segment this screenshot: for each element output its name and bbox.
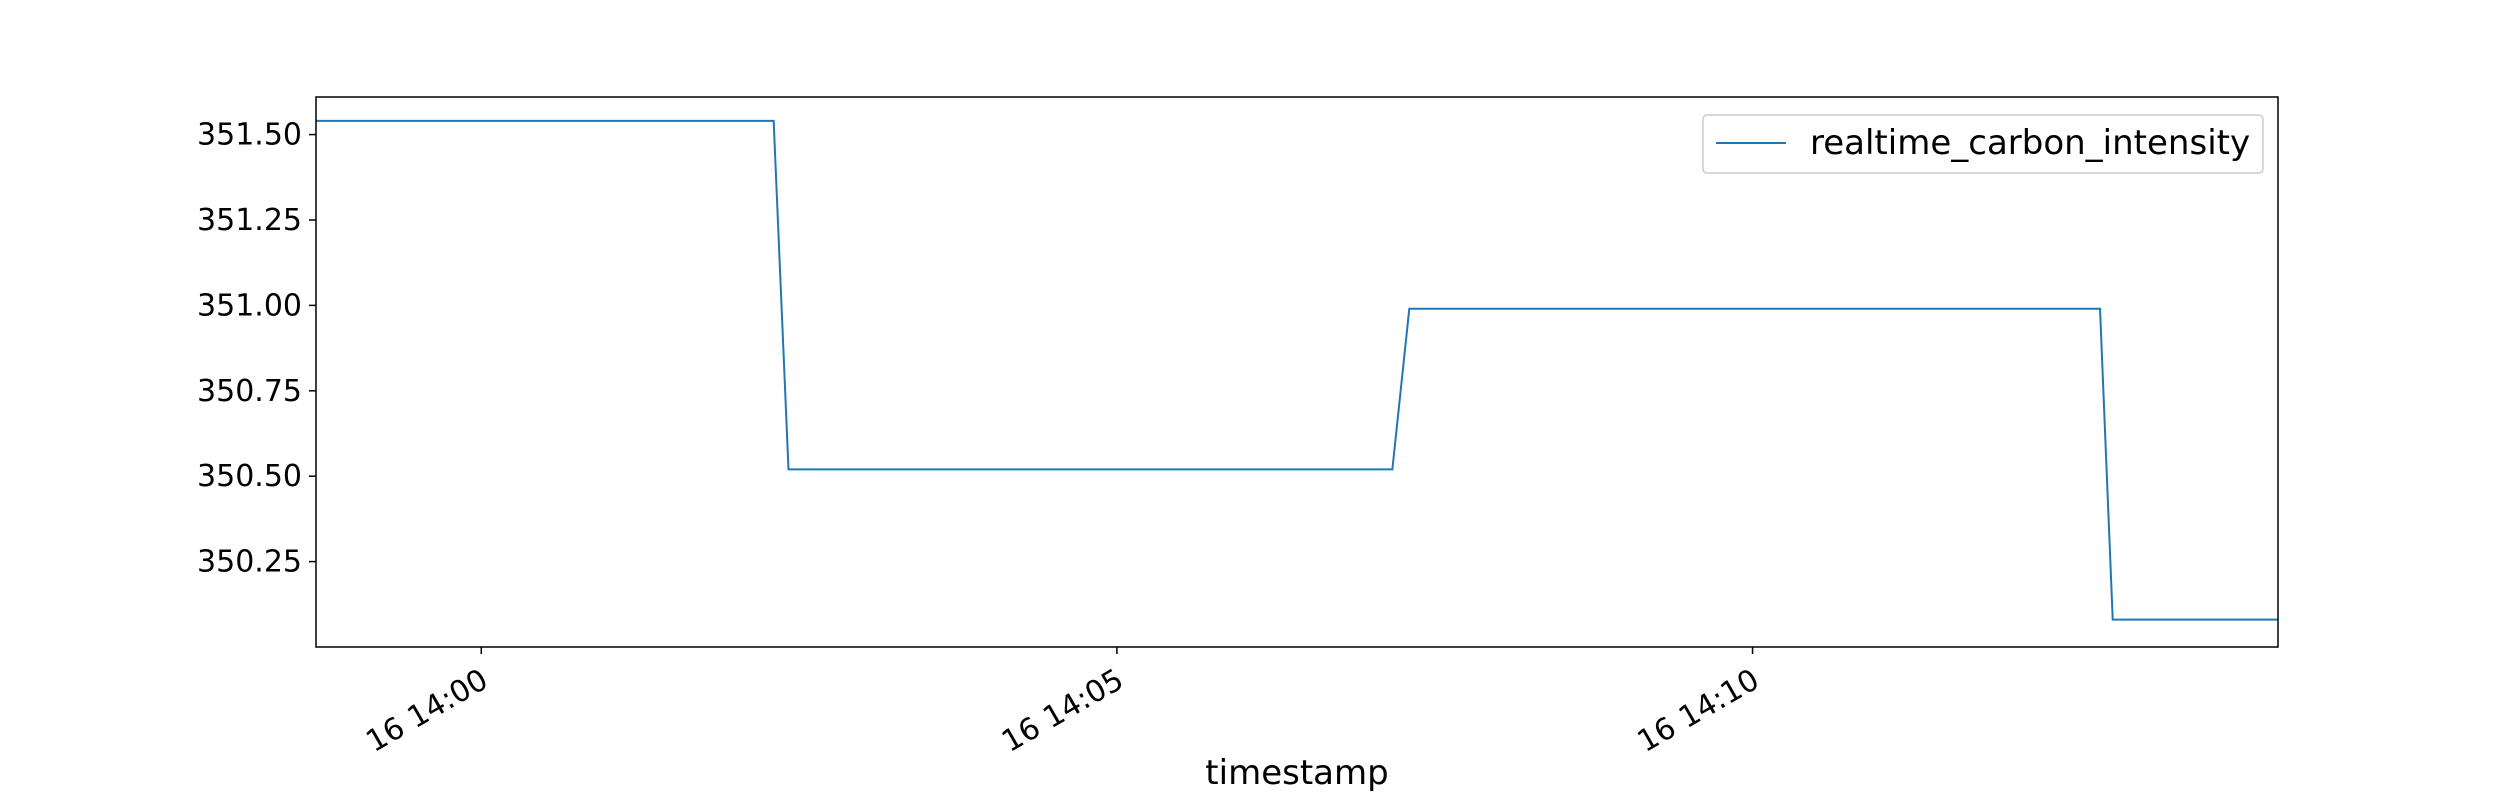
y-tick-label: 350.25 (197, 545, 302, 580)
x-tick-label: 16 14:00 (360, 662, 494, 759)
series-line-realtime_carbon_intensity (316, 119, 2278, 621)
y-tick-label: 351.25 (197, 203, 302, 238)
y-tick-label: 351.50 (197, 118, 302, 153)
plot-frame (315, 96, 2279, 648)
legend-box (1702, 114, 2264, 174)
x-tick-label: 16 14:10 (1632, 662, 1766, 759)
x-axis: 16 14:00 16 14:05 16 14:10 (360, 647, 1765, 760)
x-tick-label: 16 14:05 (996, 662, 1130, 759)
series-layer (316, 119, 2278, 621)
legend-entry-label: realtime_carbon_intensity (1810, 123, 2250, 163)
y-axis: 350.25 350.50 350.75 351.00 351.25 351.50 (197, 118, 316, 580)
plot-area (316, 97, 2278, 647)
y-tick-label: 350.75 (197, 374, 302, 409)
y-tick-label: 350.50 (197, 459, 302, 494)
y-tick-label: 351.00 (197, 288, 302, 323)
x-axis-label: timestamp (1205, 753, 1388, 793)
legend: realtime_carbon_intensity (1702, 114, 2264, 174)
